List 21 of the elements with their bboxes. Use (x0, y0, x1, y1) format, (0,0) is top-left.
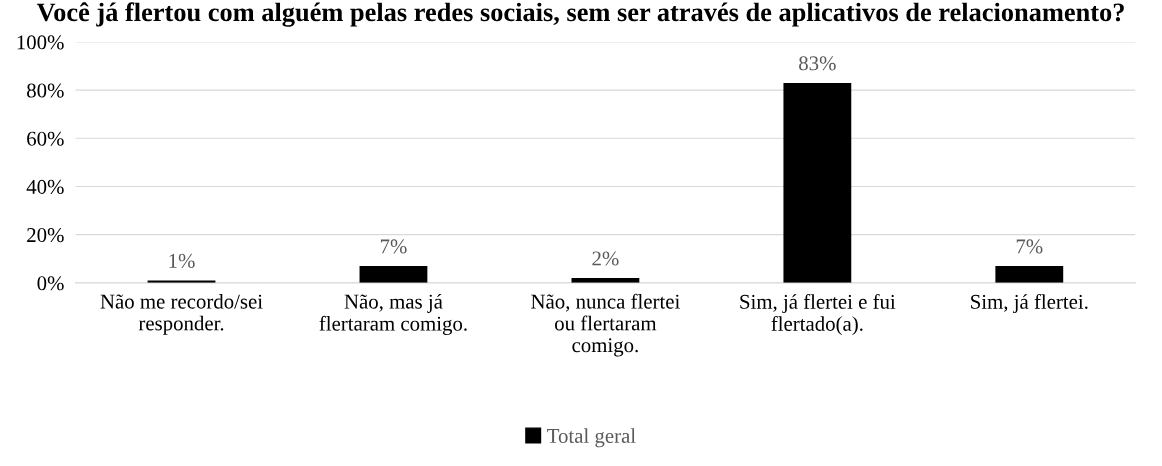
x-tick-label: Não, mas já flertaram comigo. (319, 293, 467, 335)
x-tick-label: Não, nunca flertei ou flertaram comigo. (531, 293, 680, 357)
bar (783, 82, 852, 283)
x-tick-label: Não me recordo/sei responder. (100, 293, 263, 335)
bar (359, 266, 428, 283)
y-tick-label: 80% (27, 83, 64, 98)
chart-title: Você já flertou com alguém pelas redes sociais, sem ser através de aplicativos de relacionamento? (36, 2, 1124, 27)
data-label: 7% (380, 239, 407, 254)
data-label: 7% (1016, 239, 1043, 254)
y-tick-label: 40% (26, 179, 64, 194)
y-tick-label: 100% (17, 35, 64, 50)
bar (995, 266, 1064, 283)
y-tick-label: 20% (27, 228, 64, 243)
legend-label: Total geral (547, 428, 636, 448)
y-tick-label: 60% (27, 131, 64, 146)
y-tick-label: 0% (37, 276, 64, 291)
x-tick-label: Sim, já flertei e fui flertado(a). (740, 293, 896, 336)
x-tick-label: Sim, já flertei. (971, 293, 1088, 314)
data-label: 83% (799, 56, 836, 71)
data-label: 2% (592, 251, 619, 266)
data-label: 1% (169, 253, 195, 268)
